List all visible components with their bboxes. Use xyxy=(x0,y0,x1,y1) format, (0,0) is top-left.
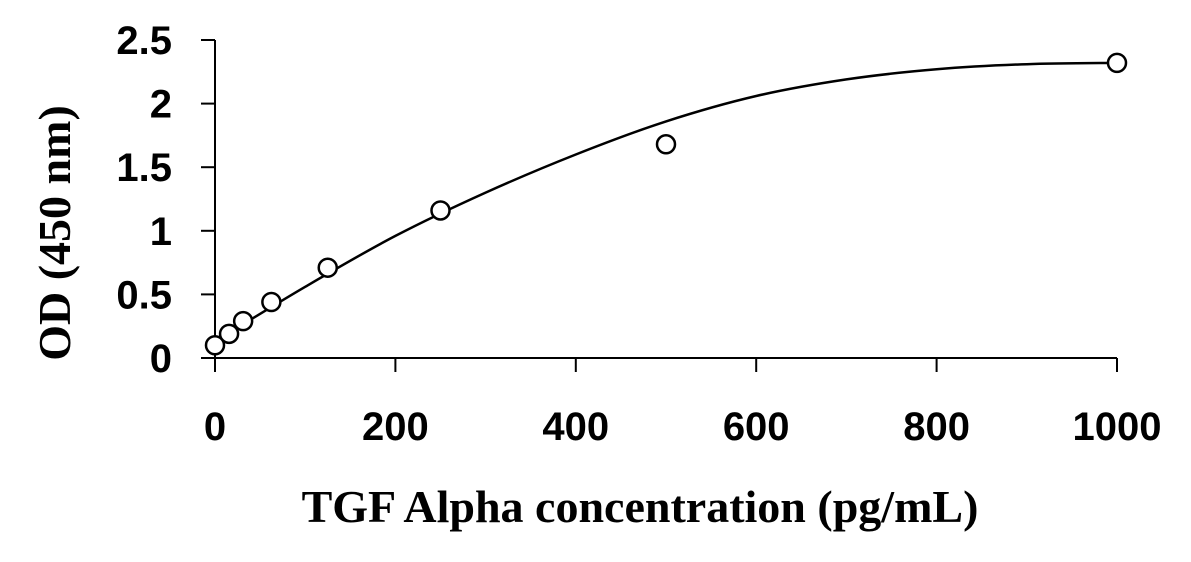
y-tick-label: 1.5 xyxy=(116,146,172,190)
plot-area: 0 0.5 1 1.5 2 2.5 0 200 400 600 800 1000 xyxy=(116,19,1161,449)
y-tick-label: 0.5 xyxy=(116,273,172,317)
data-point xyxy=(430,200,451,221)
x-tick-label: 0 xyxy=(204,405,226,449)
x-axis-title: TGF Alpha concentration (pg/mL) xyxy=(302,481,979,532)
data-point xyxy=(232,310,254,332)
y-axis-title: OD (450 nm) xyxy=(29,105,80,361)
y-tick-label: 0 xyxy=(150,337,172,381)
fit-curve xyxy=(214,61,1118,343)
y-tick-label: 2 xyxy=(150,83,172,127)
y-tick-label: 1 xyxy=(150,210,172,254)
data-point xyxy=(655,134,677,155)
data-point xyxy=(1106,52,1128,74)
y-tick-label: 2.5 xyxy=(116,19,172,63)
x-tick-label: 600 xyxy=(723,405,790,449)
data-point xyxy=(261,291,282,313)
data-point xyxy=(204,335,226,356)
data-point xyxy=(317,257,338,278)
x-tick-label: 800 xyxy=(903,405,970,449)
x-tick-label: 1000 xyxy=(1073,405,1162,449)
x-tick-label: 400 xyxy=(542,405,609,449)
data-point xyxy=(218,323,240,345)
x-tick-label: 200 xyxy=(362,405,429,449)
